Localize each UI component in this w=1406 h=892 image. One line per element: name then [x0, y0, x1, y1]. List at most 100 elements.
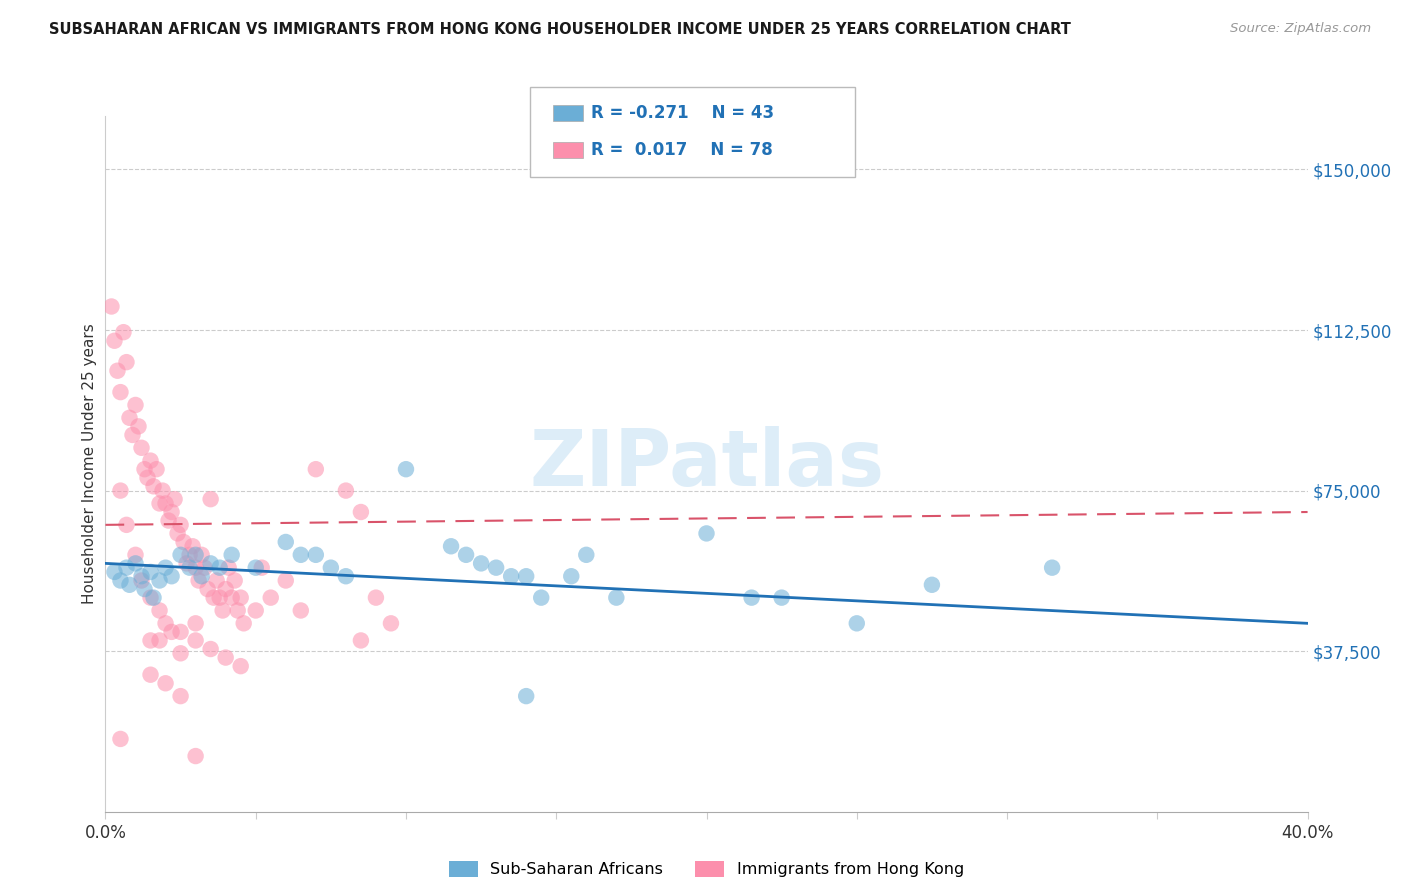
Point — [380, 616, 402, 631]
Point — [274, 574, 297, 588]
Point — [515, 569, 537, 583]
Point — [112, 325, 135, 339]
Point — [350, 633, 373, 648]
Point — [221, 591, 243, 605]
Point — [224, 574, 246, 588]
Point — [575, 548, 598, 562]
Point — [335, 483, 357, 498]
Point — [200, 557, 222, 571]
Point — [128, 419, 150, 434]
Point — [139, 591, 162, 605]
Point — [100, 300, 122, 314]
Y-axis label: Householder Income Under 25 years: Householder Income Under 25 years — [82, 324, 97, 604]
Point — [208, 591, 231, 605]
Point — [184, 616, 207, 631]
Point — [845, 616, 868, 631]
Point — [124, 548, 146, 562]
Point — [350, 505, 373, 519]
Point — [245, 603, 267, 617]
Point — [200, 492, 222, 507]
Point — [605, 591, 627, 605]
Point — [290, 603, 312, 617]
Point — [364, 591, 387, 605]
Point — [148, 603, 170, 617]
Point — [470, 557, 492, 571]
Point — [169, 646, 191, 660]
Point — [179, 548, 201, 562]
Point — [208, 560, 231, 574]
Point — [160, 505, 183, 519]
Point — [184, 560, 207, 574]
Text: ZIPatlas: ZIPatlas — [529, 425, 884, 502]
Point — [166, 526, 188, 541]
Point — [139, 565, 162, 579]
Point — [103, 334, 125, 348]
Point — [454, 548, 477, 562]
Point — [1040, 560, 1063, 574]
Point — [148, 633, 170, 648]
Point — [245, 560, 267, 574]
Point — [169, 689, 191, 703]
Point — [741, 591, 763, 605]
Point — [232, 616, 254, 631]
Point — [107, 364, 129, 378]
Point — [115, 560, 138, 574]
Point — [335, 569, 357, 583]
Point — [169, 624, 191, 639]
Point — [118, 578, 141, 592]
Point — [155, 616, 177, 631]
Point — [202, 591, 225, 605]
Point — [214, 650, 236, 665]
Point — [305, 548, 328, 562]
Point — [115, 517, 138, 532]
Point — [197, 582, 219, 596]
Point — [139, 453, 162, 467]
Point — [148, 496, 170, 510]
Point — [155, 676, 177, 690]
Point — [560, 569, 582, 583]
Point — [134, 582, 156, 596]
Point — [485, 560, 508, 574]
Point — [319, 560, 342, 574]
Point — [221, 548, 243, 562]
Point — [131, 441, 153, 455]
Point — [118, 410, 141, 425]
Legend: Sub-Saharan Africans, Immigrants from Hong Kong: Sub-Saharan Africans, Immigrants from Ho… — [443, 855, 970, 884]
Point — [145, 462, 167, 476]
Point — [184, 749, 207, 764]
Point — [160, 569, 183, 583]
Point — [229, 659, 252, 673]
Point — [139, 667, 162, 681]
Point — [229, 591, 252, 605]
Point — [921, 578, 943, 592]
Point — [163, 492, 186, 507]
Point — [200, 642, 222, 657]
Point — [155, 496, 177, 510]
Point — [190, 569, 212, 583]
Point — [110, 731, 132, 746]
Point — [184, 633, 207, 648]
Point — [169, 548, 191, 562]
Point — [696, 526, 718, 541]
Point — [131, 569, 153, 583]
Point — [160, 624, 183, 639]
Point — [218, 560, 240, 574]
Point — [179, 560, 201, 574]
Point — [121, 428, 143, 442]
Point — [124, 557, 146, 571]
Point — [157, 514, 180, 528]
Text: R = -0.271    N = 43: R = -0.271 N = 43 — [591, 104, 773, 122]
Point — [169, 517, 191, 532]
Point — [770, 591, 793, 605]
Point — [115, 355, 138, 369]
Point — [515, 689, 537, 703]
Point — [395, 462, 418, 476]
Point — [190, 548, 212, 562]
Point — [305, 462, 328, 476]
Point — [173, 535, 195, 549]
Point — [110, 483, 132, 498]
Point — [103, 565, 125, 579]
Point — [136, 471, 159, 485]
Point — [440, 539, 463, 553]
Point — [142, 591, 165, 605]
